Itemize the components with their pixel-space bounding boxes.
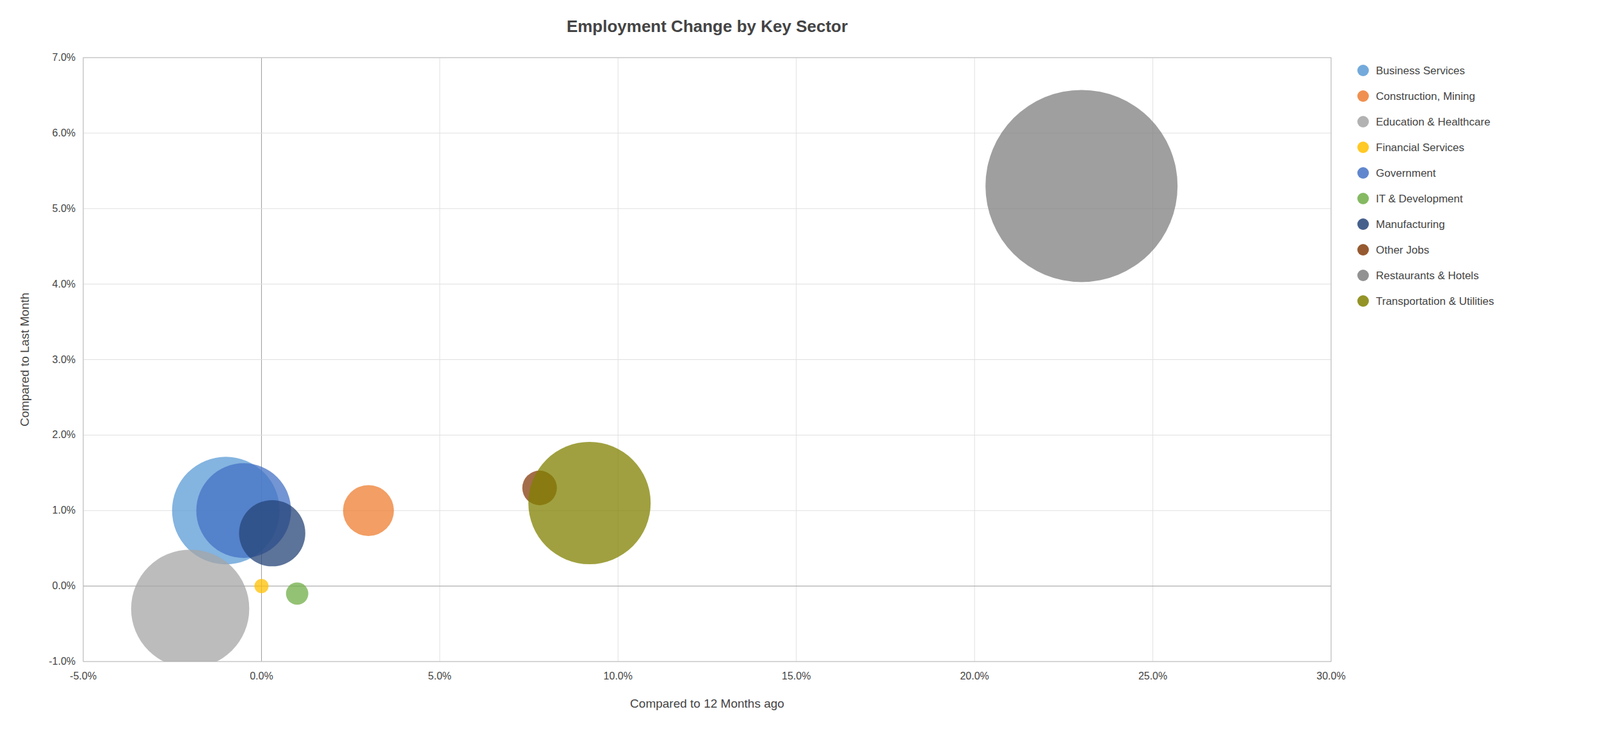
legend-label: Education & Healthcare <box>1375 115 1491 129</box>
y-axis-label: Compared to Last Month <box>17 292 32 427</box>
legend-label: Financial Services <box>1375 141 1465 154</box>
legend-swatch <box>1357 269 1369 282</box>
bubble <box>528 441 651 565</box>
legend-label: Government <box>1375 167 1437 180</box>
x-tick-label: 15.0% <box>781 670 811 682</box>
legend-label: Construction, Mining <box>1375 90 1476 103</box>
chart-svg: -5.0% 0.0% 5.0% 10.0% 15.0% 20.0% 25.0% 30.0% -1… <box>0 0 1600 732</box>
x-tick-label: 10.0% <box>603 670 633 682</box>
y-tick-label: 2.0% <box>52 428 76 440</box>
legend-swatch <box>1357 243 1369 256</box>
y-tick-label: 1.0% <box>52 504 76 516</box>
y-grid-line <box>83 434 1332 436</box>
legend-label: Business Services <box>1375 64 1465 77</box>
y-tick-label: 0.0% <box>52 580 76 591</box>
legend-swatch <box>1357 295 1369 307</box>
x-tick-label: 25.0% <box>1138 670 1168 682</box>
x-tick-label: 0.0% <box>249 670 273 682</box>
bubble <box>985 89 1178 282</box>
legend-swatch <box>1357 64 1369 77</box>
bubbles <box>131 89 1178 662</box>
legend-swatch <box>1357 167 1369 179</box>
y-tick-label: 4.0% <box>52 278 76 290</box>
chart-container: -5.0% 0.0% 5.0% 10.0% 15.0% 20.0% 25.0% 30.0% -1… <box>0 0 1600 732</box>
grid <box>83 57 1332 662</box>
legend-swatch <box>1357 218 1369 230</box>
legend-swatch <box>1357 192 1369 205</box>
legend-label: Restaurants & Hotels <box>1375 269 1479 282</box>
bubble <box>238 500 305 566</box>
legend-label: Manufacturing <box>1375 218 1446 231</box>
y-tick-label: 6.0% <box>52 127 76 139</box>
chart-title: Employment Change by Key Sector <box>566 16 848 36</box>
x-axis-label: Compared to 12 Months ago <box>630 696 785 711</box>
legend-swatch <box>1357 115 1369 128</box>
bubble <box>131 549 250 662</box>
legend-swatch <box>1357 141 1369 154</box>
bubble <box>254 578 269 593</box>
legend-label: Transportation & Utilities <box>1375 295 1495 308</box>
y-tick-label: 3.0% <box>52 354 76 365</box>
y-grid-line <box>83 283 1332 285</box>
x-tick-label: 5.0% <box>428 670 452 682</box>
x-tick-label: -5.0% <box>69 670 97 682</box>
x-tick-label: 30.0% <box>1316 670 1346 682</box>
y-tick-label: 5.0% <box>52 202 76 214</box>
y-grid-line <box>83 585 1332 587</box>
legend-label: Other Jobs <box>1375 243 1430 257</box>
legend-label: IT & Development <box>1375 192 1463 205</box>
plot-background <box>83 57 1332 662</box>
plot-frame <box>83 57 1332 662</box>
y-tick-label: 7.0% <box>52 51 76 63</box>
x-tick-label: 20.0% <box>959 670 989 682</box>
legend-swatch <box>1357 90 1369 102</box>
y-grid-line <box>83 359 1332 360</box>
bubble <box>343 484 395 536</box>
bubble <box>286 581 309 605</box>
y-tick-label: -1.0% <box>48 655 76 667</box>
legend: Business Services Construction, Mining Edu… <box>1357 64 1495 308</box>
